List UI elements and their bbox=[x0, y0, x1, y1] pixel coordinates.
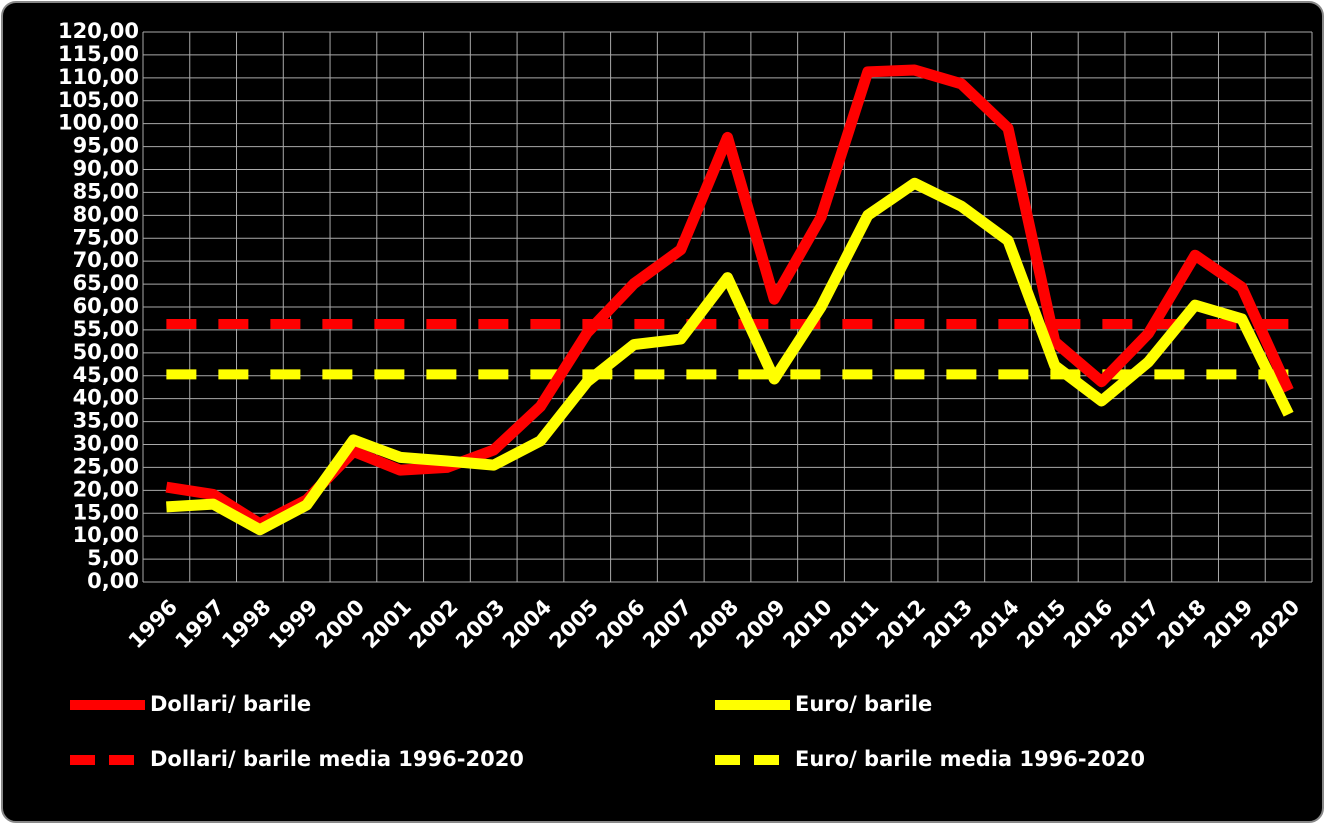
legend-label: Euro/ barile bbox=[795, 692, 932, 716]
y-tick-label: 80,00 bbox=[73, 202, 139, 226]
y-tick-label: 20,00 bbox=[73, 477, 139, 501]
y-tick-label: 55,00 bbox=[73, 317, 139, 341]
y-tick-label: 50,00 bbox=[73, 340, 139, 364]
y-tick-label: 110,00 bbox=[58, 65, 139, 89]
y-tick-label: 115,00 bbox=[58, 42, 139, 66]
y-tick-label: 100,00 bbox=[58, 111, 139, 135]
legend-label: Dollari/ barile media 1996-2020 bbox=[150, 747, 524, 771]
y-tick-label: 0,00 bbox=[87, 569, 139, 593]
y-tick-label: 10,00 bbox=[73, 523, 139, 547]
y-tick-label: 30,00 bbox=[73, 432, 139, 456]
y-tick-label: 60,00 bbox=[73, 294, 139, 318]
y-tick-label: 25,00 bbox=[73, 454, 139, 478]
y-tick-label: 75,00 bbox=[73, 225, 139, 249]
y-tick-label: 105,00 bbox=[58, 88, 139, 112]
series-line bbox=[166, 177, 1294, 536]
y-tick-label: 85,00 bbox=[73, 179, 139, 203]
y-tick-label: 40,00 bbox=[73, 386, 139, 410]
y-tick-label: 35,00 bbox=[73, 409, 139, 433]
y-tick-label: 45,00 bbox=[73, 363, 139, 387]
y-tick-label: 90,00 bbox=[73, 157, 139, 181]
y-tick-label: 95,00 bbox=[73, 134, 139, 158]
y-tick-label: 65,00 bbox=[73, 271, 139, 295]
y-tick-label: 15,00 bbox=[73, 500, 139, 524]
legend-label: Euro/ barile media 1996-2020 bbox=[795, 747, 1145, 771]
y-tick-label: 70,00 bbox=[73, 248, 139, 272]
y-tick-label: 5,00 bbox=[87, 546, 139, 570]
series-line bbox=[165, 64, 1294, 530]
y-tick-label: 120,00 bbox=[58, 19, 139, 43]
legend-label: Dollari/ barile bbox=[150, 692, 311, 716]
